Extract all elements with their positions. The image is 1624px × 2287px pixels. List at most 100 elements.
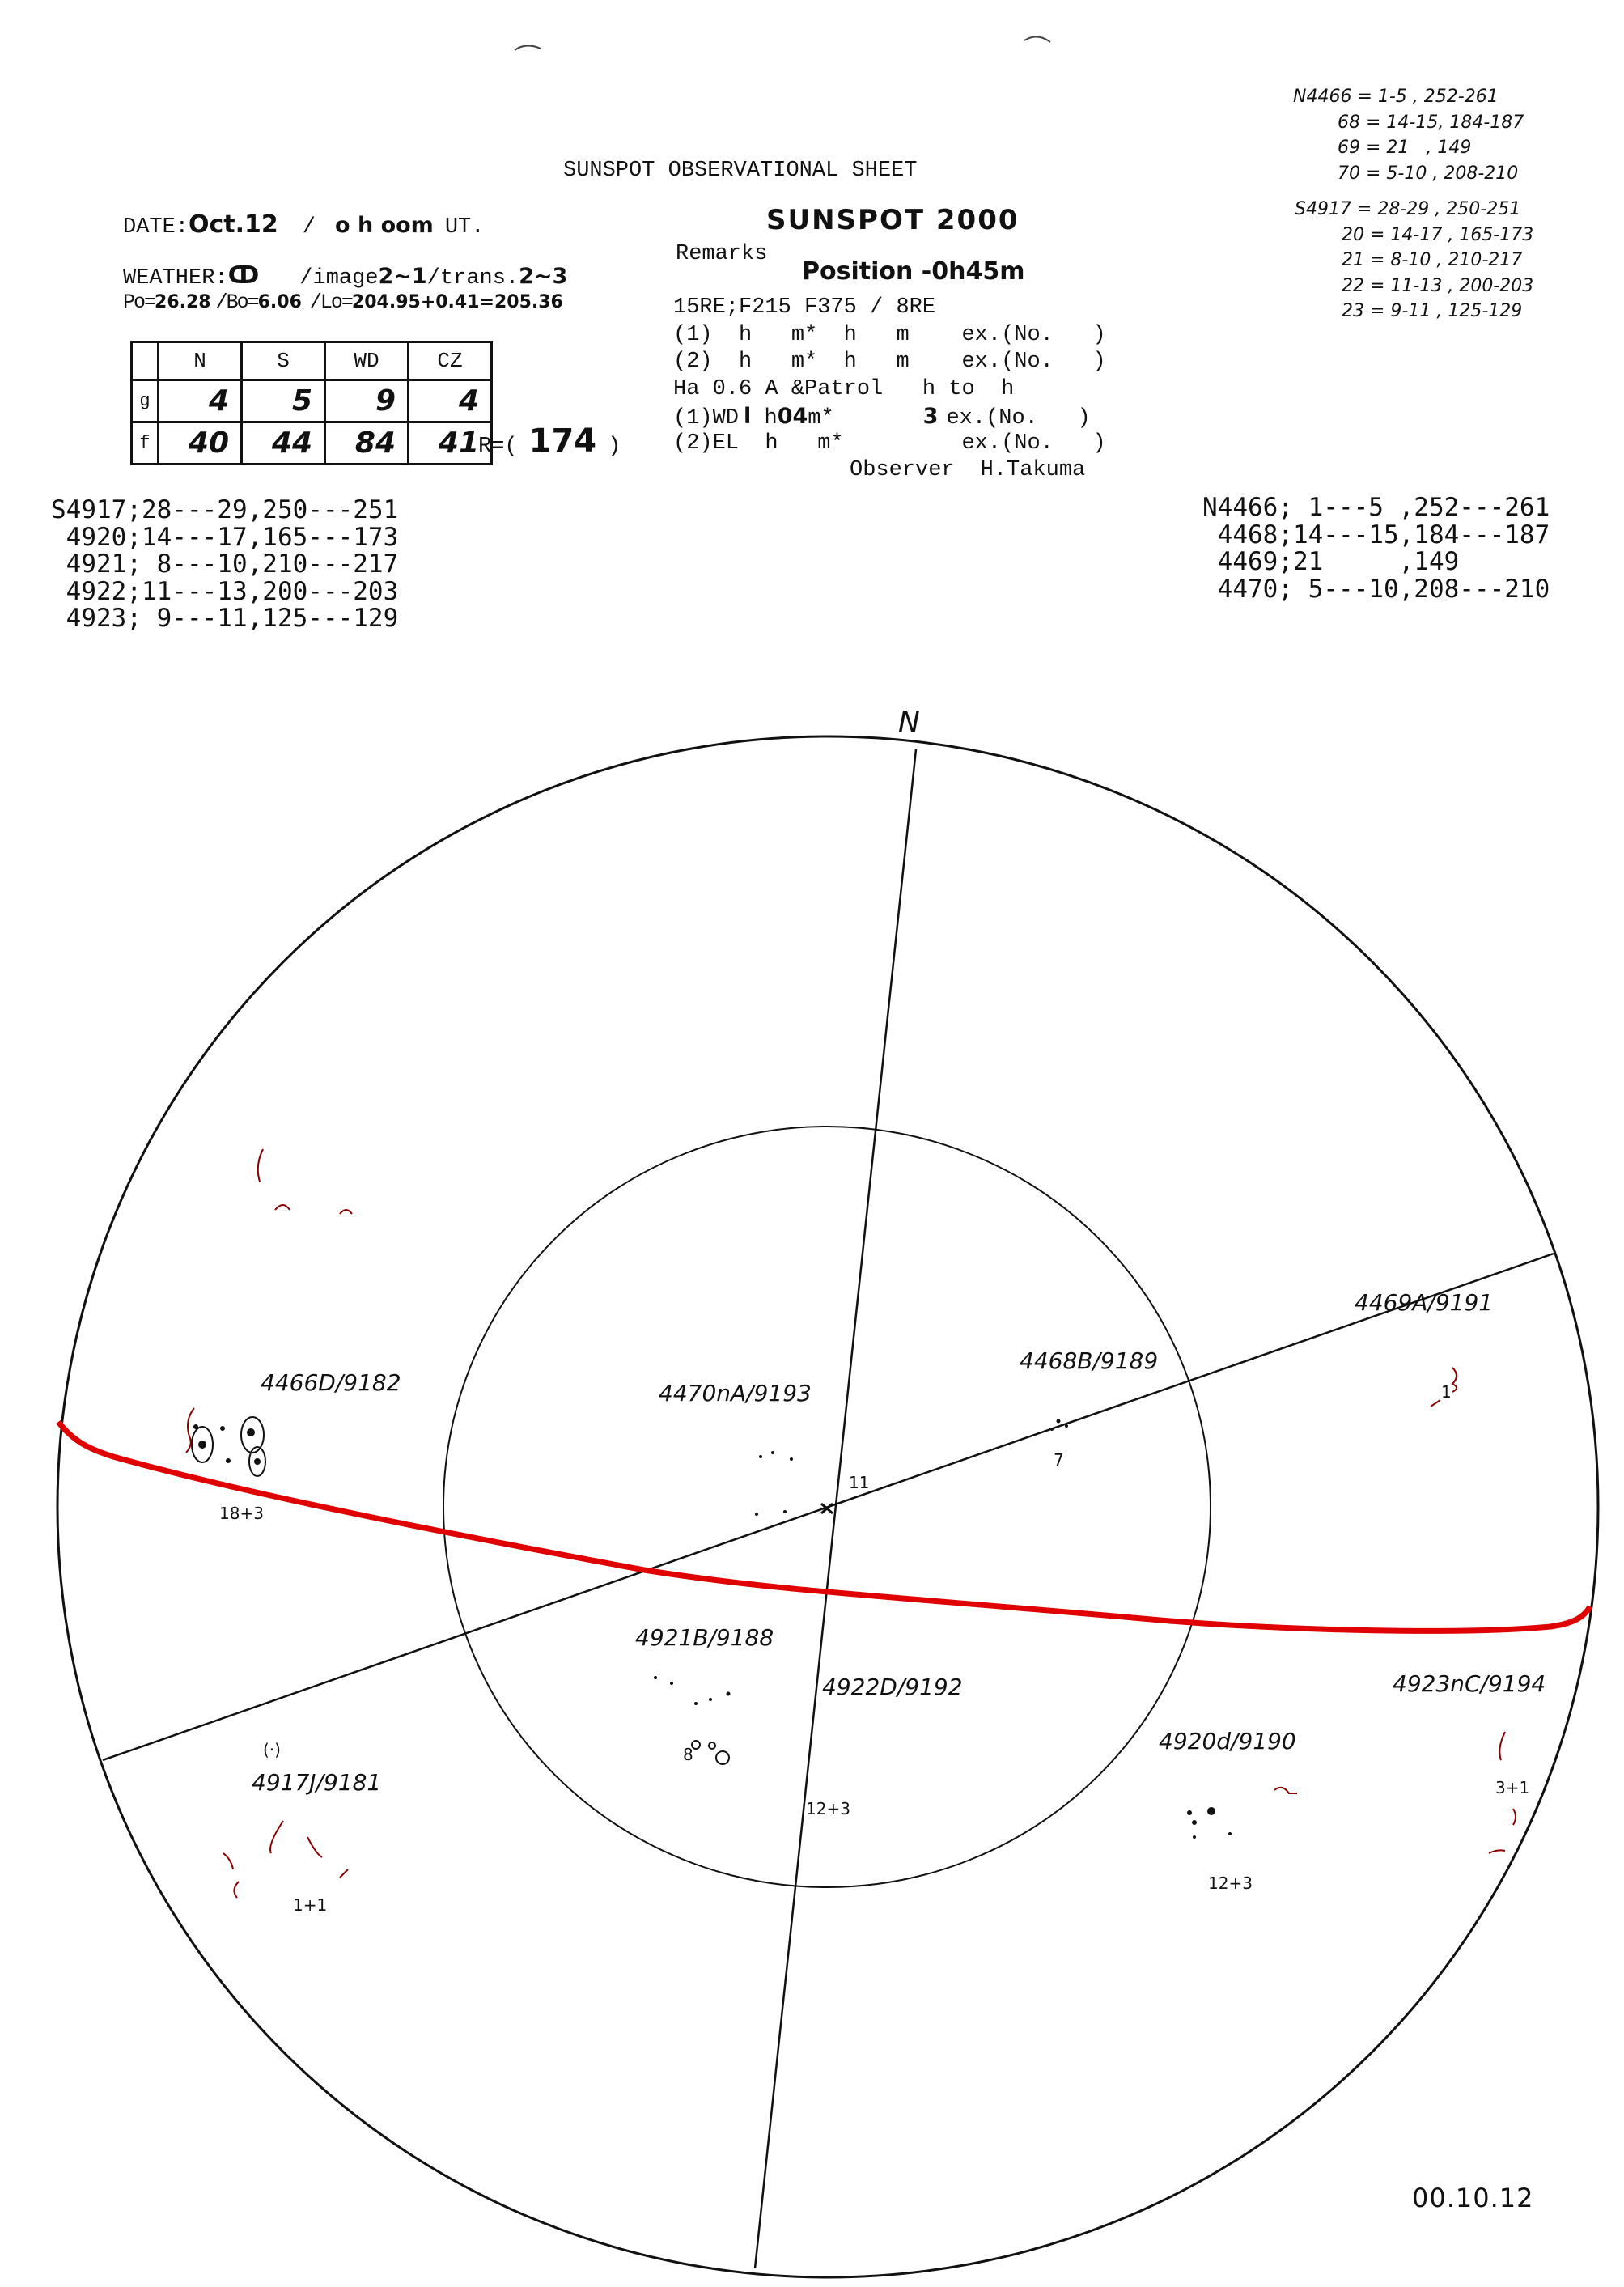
group-count-4470: 11 xyxy=(849,1473,870,1492)
wd-ex: ex.(No. ) xyxy=(946,406,1091,431)
sheet-title: SUNSPOT OBSERVATIONAL SHEET xyxy=(563,159,918,183)
row-label-f: f xyxy=(130,421,159,465)
group-count-table: N S WD CZ g 4 5 9 4 f 40 44 84 41 xyxy=(130,341,493,465)
group-count-4920: 12+3 xyxy=(1208,1873,1253,1893)
group-count-4922: 12+3 xyxy=(806,1799,850,1818)
group-count-4921: 8 xyxy=(683,1745,693,1764)
north-group-list: N4466; 1---5 ,252---261 4468;14---15,184… xyxy=(1202,494,1550,603)
handwritten-north-notes: N4466 = 1-5 , 252-261 68 = 14-15, 184-187… xyxy=(1293,84,1524,186)
date-row: DATE:Oct.12 / o h oom UT. xyxy=(123,210,484,240)
column-header-s: S xyxy=(240,341,326,381)
group-label-4922: 4922D/9192 xyxy=(822,1674,963,1700)
group-label-4470: 4470nA/9193 xyxy=(659,1380,812,1407)
trans-label: /trans. xyxy=(426,266,519,291)
cell-g-cz: 4 xyxy=(407,379,493,423)
column-header-wd: WD xyxy=(324,341,409,381)
group-label-4469: 4469A/9191 xyxy=(1355,1289,1494,1316)
image-value: 2~1 xyxy=(378,264,427,289)
list-item: 4470; 5---10,208---210 xyxy=(1202,574,1550,604)
cell-f-n: 40 xyxy=(157,421,243,465)
weather-row: WEATHER:ↀ/image2~1/trans.2~3 xyxy=(123,261,567,291)
list-item: 4921; 8---10,210---217 xyxy=(51,549,399,579)
observer-label: Observer xyxy=(850,458,955,482)
inner-circle xyxy=(443,1126,1211,1888)
list-item: 4469;21 ,149 xyxy=(1202,547,1460,576)
note-line: 22 = 11-13 , 200-203 xyxy=(1342,275,1534,296)
date-value: Oct.12 xyxy=(189,210,278,239)
remarks-line-el: (2)EL h m* ex.(No. ) xyxy=(673,431,1106,456)
list-item: N4466; 1---5 ,252---261 xyxy=(1202,493,1550,522)
list-item: 4922;11---13,200---203 xyxy=(51,576,399,606)
group-label-4468: 4468B/9189 xyxy=(1020,1347,1159,1374)
list-item: 4923; 9---11,125---129 xyxy=(51,604,399,633)
po-label: Po= xyxy=(123,291,156,314)
table-header-row: N S WD CZ xyxy=(130,341,493,381)
table-corner xyxy=(130,341,159,381)
row-label-g: g xyxy=(130,379,159,423)
wd-count: 3 xyxy=(922,404,939,429)
cell-g-s: 5 xyxy=(240,379,326,423)
sunspot-group-4470 xyxy=(755,1451,793,1516)
note-line: 21 = 8-10 , 210-217 xyxy=(1342,250,1523,271)
remarks-position: Position -0h45m xyxy=(802,257,1025,286)
sunspot-group-4468 xyxy=(1050,1419,1068,1431)
sheet-subtitle: SUNSPOT 2000 xyxy=(766,204,1020,236)
wd-m: m* xyxy=(808,406,834,431)
remarks-line-3: (2) h m* h m ex.(No. ) xyxy=(673,350,1106,374)
remarks-line-2: (1) h m* h m ex.(No. ) xyxy=(673,323,1106,347)
sunspot-group-4466 xyxy=(191,1416,266,1477)
remarks-line-wd: (1)WD l h04m* 3 ex.(No. ) xyxy=(673,403,1091,433)
cell-f-s: 44 xyxy=(240,421,326,465)
wd-h: h xyxy=(751,406,778,431)
north-mark: N xyxy=(898,706,920,739)
weather-label: WEATHER: xyxy=(123,266,228,291)
table-row-g: g 4 5 9 4 xyxy=(130,379,493,423)
lo-value: 204.95+0.41=205.36 xyxy=(351,292,563,312)
wd-minute: 04 xyxy=(777,404,808,429)
cell-g-wd: 9 xyxy=(324,379,409,423)
date-label: DATE: xyxy=(123,215,189,240)
cell-f-cz: 41 xyxy=(407,421,493,465)
remarks-label: Remarks xyxy=(676,242,768,266)
cell-f-wd: 84 xyxy=(324,421,409,465)
time-value: o h oom xyxy=(335,213,434,238)
group-label-4917: 4917J/9181 xyxy=(252,1769,382,1796)
list-item: 4920;14---17,165---173 xyxy=(51,522,399,552)
wd-hour: l xyxy=(744,404,752,429)
group-label-4923: 4923nC/9194 xyxy=(1393,1670,1546,1697)
group-label-4920: 4920d/9190 xyxy=(1159,1728,1296,1754)
weather-value: ↀ xyxy=(227,261,260,290)
group-count-4923: 3+1 xyxy=(1495,1778,1530,1797)
r-label: R=( xyxy=(478,435,518,459)
date-stamp: 00.10.12 xyxy=(1412,2183,1534,2213)
lo-label: /Lo= xyxy=(309,291,354,314)
bo-value: 6.06 xyxy=(257,292,302,312)
note-line: 69 = 21 , 149 xyxy=(1338,138,1472,159)
group-label-4921: 4921B/9188 xyxy=(635,1624,774,1651)
time-unit: UT. xyxy=(444,215,485,240)
sunspot-group-4920 xyxy=(1187,1807,1232,1839)
top-mark-right xyxy=(1024,36,1051,43)
observer-name: H.Takuma xyxy=(980,458,1086,482)
group-count-4468: 7 xyxy=(1054,1450,1064,1470)
relative-number: R=(174) xyxy=(478,422,621,460)
sunspot-group-4922 xyxy=(691,1740,730,1765)
handwritten-south-notes: S4917 = 28-29 , 250-251 20 = 14-17 , 165-… xyxy=(1295,197,1533,325)
list-item: 4468;14---15,184---187 xyxy=(1202,520,1550,549)
cell-g-n: 4 xyxy=(157,379,243,423)
sunspot-group-4921 xyxy=(654,1676,731,1705)
solar-limb xyxy=(56,735,1600,2279)
list-item: S4917;28---29,250---251 xyxy=(51,495,399,524)
group-count-4917: 1+1 xyxy=(293,1895,328,1915)
group-count-4466: 18+3 xyxy=(219,1504,264,1523)
note-line: 70 = 5-10 , 208-210 xyxy=(1338,163,1519,184)
note-line: S4917 = 28-29 , 250-251 xyxy=(1295,199,1521,219)
center-cross-icon xyxy=(820,1502,833,1515)
faculae-sketches xyxy=(185,1148,1516,1899)
bo-label: /Bo= xyxy=(215,291,260,314)
remarks-line-4: Ha 0.6 A &Patrol h to h xyxy=(673,377,1015,401)
image-label: /image xyxy=(299,266,379,291)
column-header-n: N xyxy=(157,341,243,381)
trans-value: 2~3 xyxy=(519,264,568,289)
